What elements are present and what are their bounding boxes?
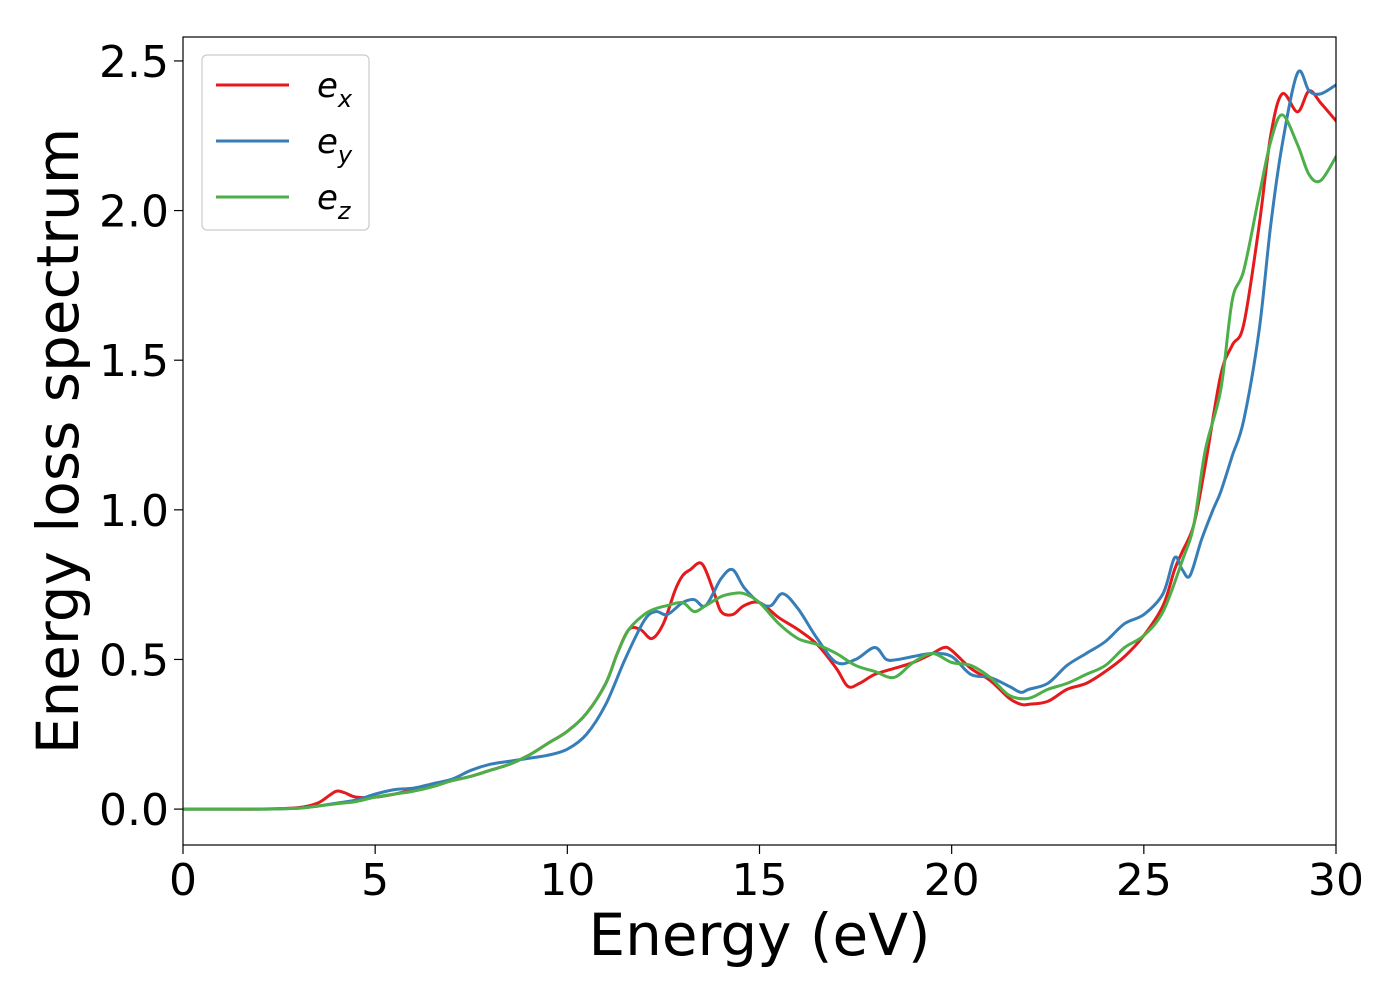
- series-layer: [183, 69, 1336, 811]
- y-tick-label: 2.5: [99, 37, 169, 88]
- y-tick-label: 2.0: [99, 187, 169, 238]
- y-tick-label: 1.5: [99, 336, 169, 387]
- legend-label-y: ey: [317, 122, 353, 169]
- x-axis-ticks: 0 5 10 15 20 25 30: [169, 845, 1364, 906]
- x-tick-label: 10: [539, 855, 595, 906]
- y-axis-title: Energy loss spectrum: [24, 128, 92, 754]
- y-tick-label: 0.0: [99, 785, 169, 836]
- legend: ex ey ez: [201, 54, 370, 231]
- y-tick-label: 1.0: [99, 486, 169, 537]
- x-tick-label: 15: [732, 855, 788, 906]
- x-tick-label: 25: [1116, 855, 1172, 906]
- legend-label-x: ex: [317, 66, 353, 113]
- series-line-z: [183, 113, 1336, 811]
- x-tick-label: 30: [1308, 855, 1364, 906]
- legend-label-z: ez: [317, 178, 352, 225]
- x-tick-label: 20: [924, 855, 980, 906]
- x-axis-title: Energy (eV): [588, 901, 930, 969]
- y-axis-ticks: 0.0 0.5 1.0 1.5 2.0 2.5: [99, 37, 183, 836]
- y-tick-label: 0.5: [99, 635, 169, 686]
- series-line-y: [183, 69, 1336, 811]
- x-tick-label: 5: [361, 855, 389, 906]
- x-tick-label: 0: [169, 855, 197, 906]
